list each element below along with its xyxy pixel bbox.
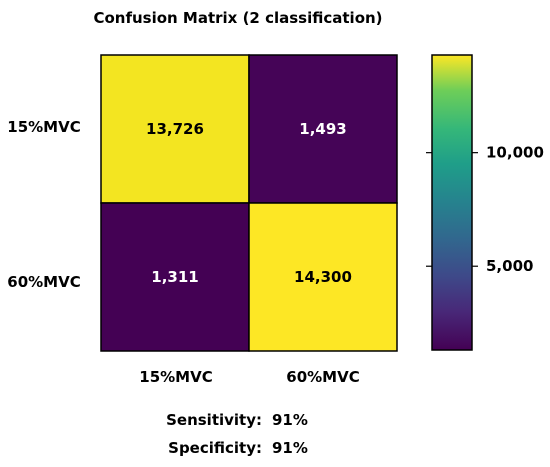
matrix-cell-r1-c0 [100, 202, 250, 352]
row-label-15mvc: 15%MVC [7, 118, 80, 136]
colorbar-ticks: 5,000 10,000 [426, 144, 544, 275]
cell-value-r1-c0: 1,311 [151, 268, 198, 286]
cell-value-r0-c1: 1,493 [299, 120, 346, 138]
col-label-60mvc: 60%MVC [286, 368, 359, 386]
colorbar-tick-label: 5,000 [486, 257, 533, 275]
cell-value-r1-c1: 14,300 [294, 268, 352, 286]
matrix-cell-labels: 13,726 1,493 1,311 14,300 [146, 120, 352, 286]
matrix-cell-r0-c1 [248, 54, 398, 204]
matrix-cells [100, 54, 398, 352]
colorbar-tick-label: 10,000 [486, 144, 544, 162]
specificity-label: Specificity: [168, 439, 262, 457]
sensitivity-value: 91% [272, 411, 308, 429]
row-label-60mvc: 60%MVC [7, 273, 80, 291]
matrix-cell-r0-c0 [100, 54, 250, 204]
specificity-value: 91% [272, 439, 308, 457]
col-label-15mvc: 15%MVC [139, 368, 212, 386]
sensitivity-label: Sensitivity: [166, 411, 262, 429]
colorbar [431, 54, 473, 351]
cell-value-r0-c0: 13,726 [146, 120, 204, 138]
matrix-cell-r1-c1 [248, 202, 398, 352]
chart-title: Confusion Matrix (2 classification) [93, 9, 382, 27]
